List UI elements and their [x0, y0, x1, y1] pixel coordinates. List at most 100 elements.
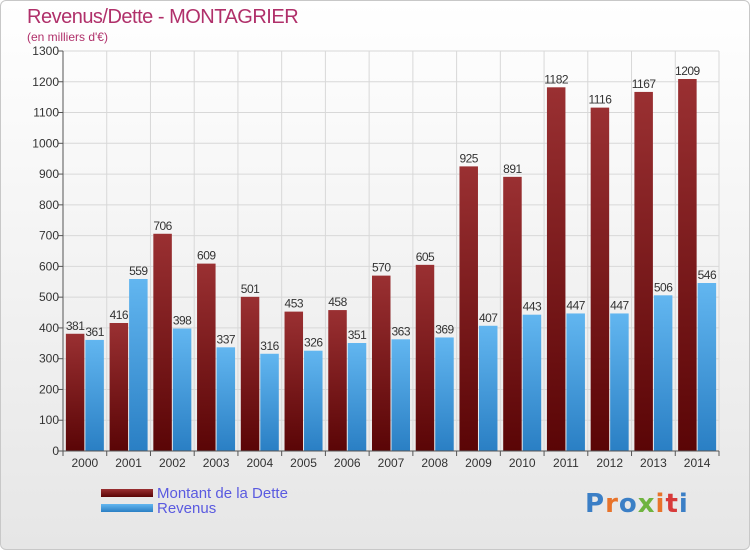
- data-label-revenus: 337: [217, 332, 236, 346]
- bar-revenus: [610, 313, 629, 451]
- data-label-revenus: 447: [610, 298, 629, 312]
- data-label-dette: 458: [328, 295, 347, 309]
- data-label-dette: 1182: [544, 72, 569, 86]
- data-labels: 381 416 706 609 501 453 458 570 605 925 891 1182 111…: [66, 64, 718, 353]
- data-label-dette: 570: [372, 261, 391, 275]
- bar-dette: [240, 296, 260, 451]
- data-label-dette: 1167: [632, 77, 657, 91]
- bar-revenus: [304, 350, 323, 451]
- x-tick-label: 2004: [246, 456, 273, 470]
- data-label-dette: 381: [66, 319, 85, 333]
- y-tick-label: 100: [39, 413, 59, 427]
- bar-revenus: [347, 343, 367, 451]
- y-tick-label: 800: [39, 198, 59, 212]
- data-label-dette: 1116: [588, 93, 612, 107]
- y-tick-label: 300: [39, 352, 59, 366]
- bar-revenus: [566, 313, 585, 451]
- y-tick-label: 1000: [32, 136, 59, 150]
- x-tick-label: 2001: [115, 456, 142, 470]
- x-tick-label: 2012: [596, 456, 623, 470]
- y-tick-label: 700: [39, 229, 59, 243]
- x-tick-label: 2005: [290, 456, 317, 470]
- logo-letter: i: [655, 489, 666, 519]
- data-label-dette: 416: [110, 308, 129, 322]
- logo-letter: P: [585, 489, 606, 519]
- bar-dette: [546, 87, 566, 452]
- bar-dette: [153, 233, 172, 451]
- y-tick-label: 500: [39, 290, 59, 304]
- logo-letter: t: [665, 489, 679, 519]
- bar-revenus: [653, 295, 673, 451]
- y-tick-label: 1200: [32, 75, 59, 89]
- logo-letter: r: [605, 489, 619, 519]
- bar-dette: [197, 263, 216, 451]
- chart-subtitle: (en milliers d'€): [27, 30, 108, 44]
- data-label-revenus: 447: [566, 298, 585, 312]
- data-label-dette: 891: [503, 162, 522, 176]
- x-tick-label: 2000: [72, 456, 99, 470]
- data-label-dette: 706: [153, 219, 172, 233]
- data-label-dette: 605: [416, 250, 435, 264]
- bar-dette: [634, 91, 653, 451]
- legend-label-revenus: Revenus: [157, 500, 217, 517]
- bar-revenus: [522, 314, 542, 451]
- bar-revenus: [435, 337, 454, 451]
- bar-revenus: [172, 328, 192, 451]
- data-label-revenus: 369: [435, 322, 454, 336]
- legend-swatch-dette: [101, 489, 153, 497]
- bar-revenus: [216, 347, 236, 451]
- bar-dette: [372, 275, 391, 451]
- bar-dette: [65, 333, 85, 451]
- data-label-dette: 453: [285, 297, 304, 311]
- bar-revenus: [129, 279, 148, 451]
- y-tick-label: 0: [52, 444, 59, 458]
- data-label-dette: 925: [459, 151, 478, 165]
- x-tick-label: 2011: [553, 456, 579, 470]
- y-tick-label: 200: [39, 382, 59, 396]
- proxiti-logo: Proxiti: [585, 489, 689, 519]
- x-tick-label: 2007: [378, 456, 405, 470]
- bars: [65, 79, 717, 452]
- bar-dette: [503, 176, 522, 451]
- bar-dette: [415, 264, 435, 451]
- bar-dette: [109, 323, 129, 451]
- x-tick-label: 2009: [465, 456, 492, 470]
- chart-title: Revenus/Dette - MONTAGRIER: [27, 6, 299, 28]
- logo-letter: o: [618, 489, 638, 519]
- bar-revenus: [697, 283, 717, 451]
- logo-letter: x: [637, 489, 656, 519]
- data-label-revenus: 443: [523, 300, 542, 314]
- data-label-revenus: 559: [129, 264, 148, 278]
- data-label-revenus: 361: [85, 325, 104, 339]
- y-tick-label: 900: [39, 167, 59, 181]
- data-label-revenus: 326: [304, 336, 323, 350]
- bar-revenus: [85, 339, 104, 451]
- bar-revenus: [478, 325, 498, 451]
- x-tick-label: 2006: [334, 456, 361, 470]
- logo-letter: i: [678, 489, 689, 519]
- bar-dette: [678, 79, 697, 451]
- legend-label-dette: Montant de la Dette: [157, 485, 288, 502]
- axes: 0 100 200 300 400 500 600 700 800 900 1000 1100 1200…: [32, 44, 720, 470]
- data-label-revenus: 363: [391, 324, 410, 338]
- y-tick-label: 1300: [32, 44, 59, 58]
- x-tick-label: 2008: [421, 456, 448, 470]
- legend-swatch-revenus: [101, 504, 153, 512]
- x-tick-label: 2003: [203, 456, 230, 470]
- bar-dette: [459, 166, 478, 451]
- data-label-revenus: 398: [173, 314, 192, 328]
- bar-dette: [328, 310, 347, 451]
- x-tick-label: 2010: [509, 456, 536, 470]
- data-label-dette: 609: [197, 249, 216, 263]
- bar-dette: [284, 311, 304, 451]
- x-tick-label: 2014: [684, 456, 711, 470]
- data-label-dette: 1209: [675, 64, 701, 78]
- y-tick-label: 1100: [33, 106, 59, 120]
- x-tick-label: 2002: [159, 456, 186, 470]
- data-label-revenus: 316: [260, 339, 279, 353]
- bar-dette: [590, 107, 610, 451]
- bar-revenus: [391, 339, 410, 451]
- data-label-revenus: 506: [654, 280, 673, 294]
